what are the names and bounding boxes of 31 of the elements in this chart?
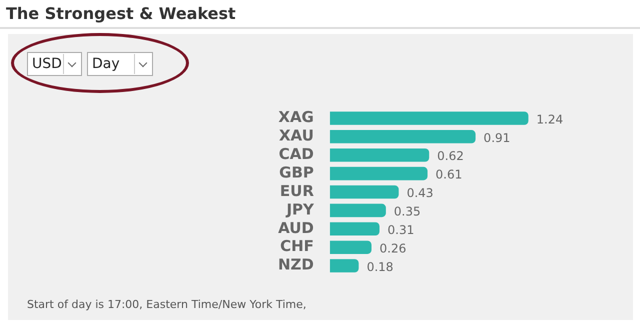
bar (330, 240, 372, 254)
data-label: 0.31 (388, 223, 414, 238)
bar (330, 222, 380, 236)
data-label: 1.24 (536, 112, 564, 126)
bar (330, 185, 399, 199)
bar (330, 148, 430, 162)
y-tick-label: CAD (278, 145, 314, 163)
y-tick-label: GBP (279, 163, 314, 182)
data-label: 0.62 (437, 149, 464, 164)
y-tick-label: XAU (278, 126, 314, 145)
dropdown: USD (27, 52, 82, 76)
bar (330, 112, 528, 125)
y-tick-label: EUR (280, 182, 314, 200)
y-tick-label: NZD (278, 256, 314, 274)
bar (330, 259, 359, 272)
data-label: 0.35 (394, 204, 421, 219)
data-label: 0.61 (436, 168, 462, 182)
data-label: 0.18 (366, 260, 394, 274)
bar (330, 166, 428, 180)
text: The Strongest & Weakest (6, 4, 236, 23)
text: Start of day is 17:00, Eastern Time/New York Time, (27, 298, 306, 311)
data-label: 0.91 (484, 130, 510, 145)
y-tick-label: XAG (278, 108, 314, 126)
y-tick-label: AUD (278, 218, 314, 237)
bar (330, 130, 476, 144)
bar (330, 204, 386, 218)
data-label: 0.26 (380, 241, 406, 256)
y-tick-label: CHF (280, 237, 314, 256)
dropdown: Day (87, 52, 153, 76)
data-label: 0.43 (406, 186, 434, 200)
y-tick-label: JPY (285, 200, 316, 218)
